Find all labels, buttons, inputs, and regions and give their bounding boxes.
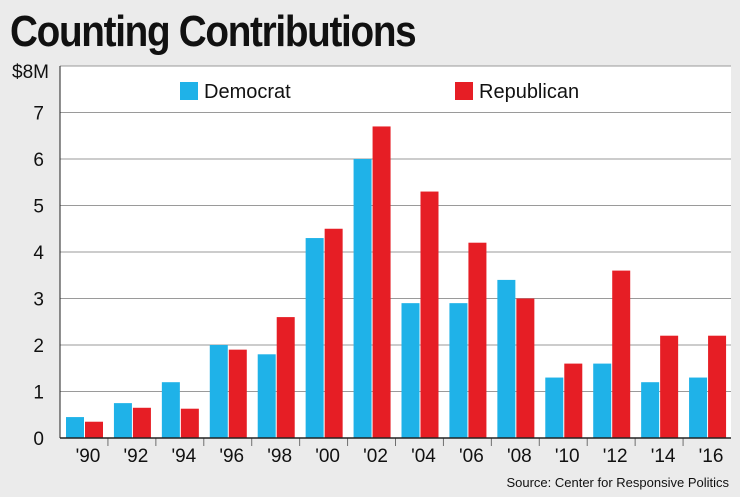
legend-label-republican: Republican xyxy=(479,81,579,103)
x-tick-label: '10 xyxy=(555,446,580,467)
x-tick-label: '98 xyxy=(267,446,292,467)
bar-democrat xyxy=(113,403,132,438)
bar-democrat xyxy=(401,303,420,438)
bar-republican xyxy=(708,335,727,438)
x-tick-label: '16 xyxy=(699,446,724,467)
source-backing xyxy=(444,472,734,492)
chart-title: Counting Contributions xyxy=(10,7,417,56)
y-tick-label: 6 xyxy=(33,150,44,171)
x-tick-label: '04 xyxy=(411,446,436,467)
bar-democrat xyxy=(641,382,660,438)
bar-republican xyxy=(468,242,487,438)
legend-label-democrat: Democrat xyxy=(204,81,291,103)
bar-democrat xyxy=(449,303,468,438)
y-tick-label: 7 xyxy=(33,104,44,125)
bar-democrat xyxy=(209,345,228,438)
bar-republican xyxy=(276,317,295,438)
bar-republican xyxy=(132,407,151,438)
x-tick-label: '96 xyxy=(219,446,244,467)
bar-republican xyxy=(660,335,679,438)
bar-republican xyxy=(85,421,103,438)
x-tick-label: '02 xyxy=(363,446,388,467)
bar-republican xyxy=(180,408,199,438)
x-tick-label: '94 xyxy=(171,446,196,467)
x-tick-label: '92 xyxy=(124,446,149,467)
bar-democrat xyxy=(497,279,516,438)
x-tick-label: '08 xyxy=(507,446,532,467)
bar-republican xyxy=(372,126,391,438)
bar-democrat xyxy=(353,159,372,438)
bar-democrat xyxy=(257,354,276,438)
bar-democrat xyxy=(161,382,180,438)
x-tick-label: '12 xyxy=(603,446,628,467)
legend-swatch-republican xyxy=(455,82,473,100)
bar-republican xyxy=(324,228,343,438)
x-tick-label: '90 xyxy=(76,446,101,467)
y-tick-label: 4 xyxy=(33,243,44,264)
y-tick-label: 1 xyxy=(33,383,44,404)
y-tick-label: 5 xyxy=(33,197,44,218)
bar-republican xyxy=(420,191,439,438)
bar-republican xyxy=(516,298,535,438)
x-tick-label: '00 xyxy=(315,446,340,467)
bar-republican xyxy=(612,270,631,438)
legend-swatch-democrat xyxy=(180,82,198,100)
y-tick-label: 2 xyxy=(33,336,44,357)
bar-republican xyxy=(564,363,583,438)
bar-democrat xyxy=(593,363,612,438)
y-tick-label: 3 xyxy=(33,290,44,311)
bar-democrat xyxy=(689,377,708,438)
bar-democrat xyxy=(305,238,324,438)
x-tick-label: '06 xyxy=(459,446,484,467)
source-note: Source: Center for Responsive Politics xyxy=(506,475,729,490)
bar-democrat xyxy=(545,377,564,438)
bar-democrat xyxy=(66,417,84,438)
x-tick-label: '14 xyxy=(651,446,676,467)
y-tick-label: $8M xyxy=(12,62,49,83)
bar-republican xyxy=(228,349,247,438)
y-tick-label: 0 xyxy=(33,429,44,450)
